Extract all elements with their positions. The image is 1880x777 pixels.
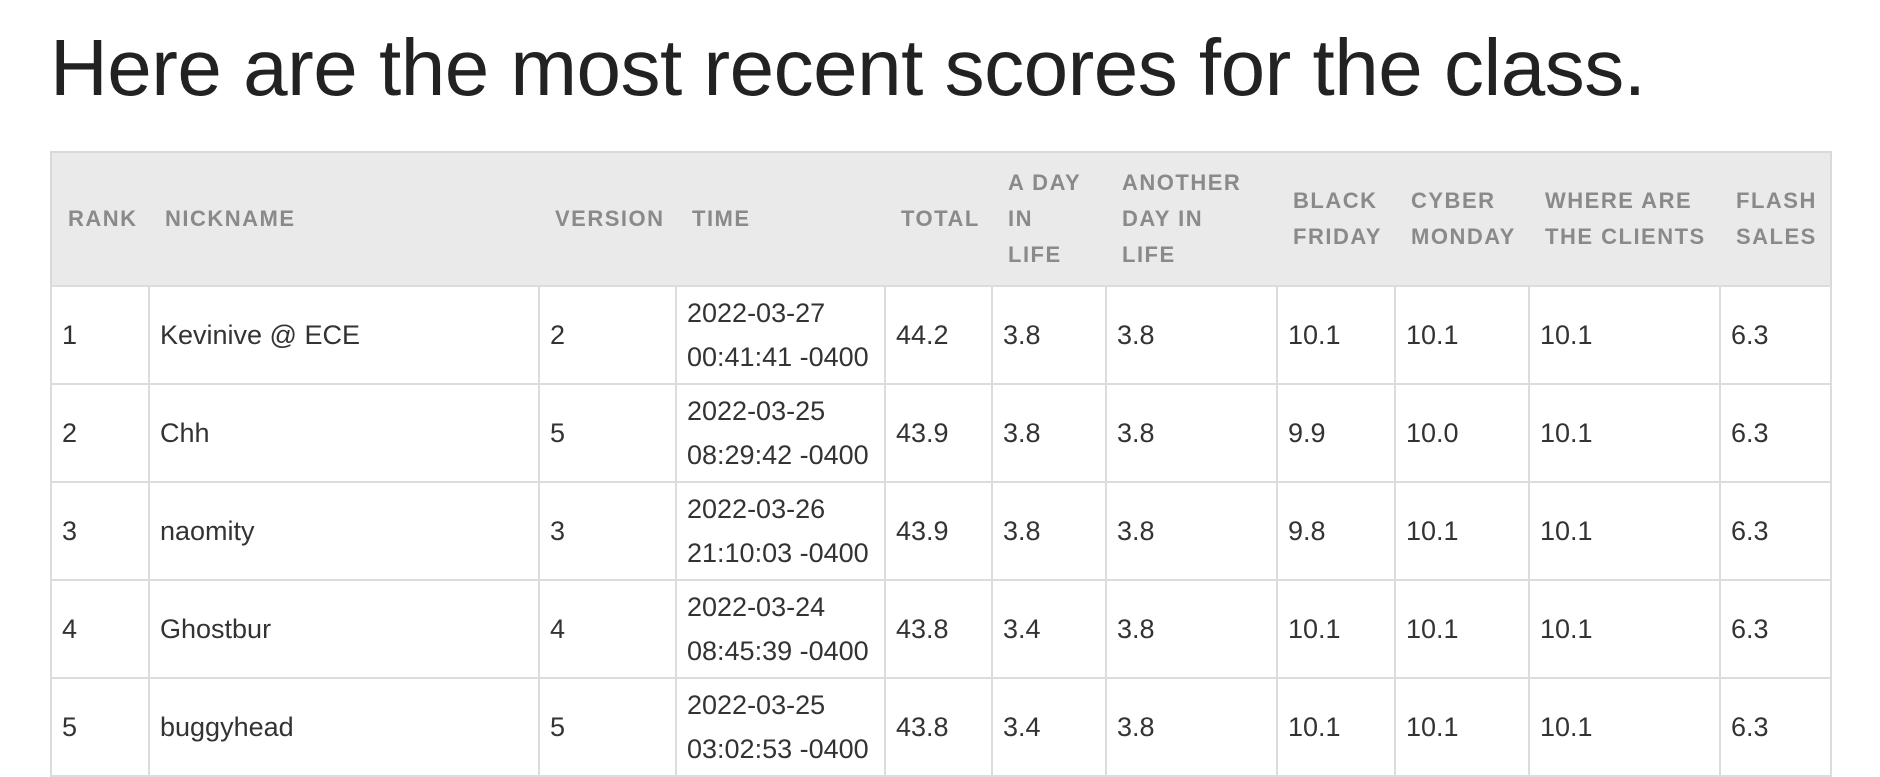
page: Here are the most recent scores for the …	[50, 23, 1832, 777]
column-header-flash-sales: FLASH SALES	[1720, 152, 1831, 286]
cell-black-friday: 10.1	[1276, 579, 1396, 679]
cell-version: 5	[538, 383, 677, 483]
cell-where-are-the-clients: 10.1	[1528, 383, 1721, 483]
cell-another-day-in-life: 3.8	[1105, 481, 1278, 581]
cell-time: 2022-03-25 08:29:42 -0400	[675, 383, 886, 483]
cell-another-day-in-life: 3.8	[1105, 383, 1278, 483]
cell-rank: 1	[50, 285, 150, 385]
cell-a-day-in-life: 3.8	[991, 285, 1107, 385]
cell-time-date: 2022-03-25	[687, 396, 826, 426]
cell-version: 3	[538, 481, 677, 581]
column-header-total: TOTAL	[885, 152, 992, 286]
cell-time-date: 2022-03-24	[687, 592, 826, 622]
cell-cyber-monday: 10.1	[1394, 579, 1530, 679]
table-header-row: RANK NICKNAME VERSION TIME TOTAL A DAY I…	[51, 152, 1831, 286]
cell-another-day-in-life: 3.8	[1105, 677, 1278, 777]
column-header-rank: RANK	[51, 152, 149, 286]
cell-black-friday: 9.9	[1276, 383, 1396, 483]
cell-nickname: buggyhead	[148, 677, 540, 777]
cell-a-day-in-life: 3.4	[991, 677, 1107, 777]
page-title: Here are the most recent scores for the …	[50, 23, 1646, 112]
cell-another-day-in-life: 3.8	[1105, 285, 1278, 385]
cell-black-friday: 10.1	[1276, 285, 1396, 385]
cell-time-clock: 08:45:39 -0400	[687, 636, 869, 666]
cell-total: 43.8	[884, 579, 993, 679]
cell-time-clock: 21:10:03 -0400	[687, 538, 869, 568]
cell-time-date: 2022-03-25	[687, 690, 826, 720]
cell-flash-sales: 6.3	[1719, 383, 1832, 483]
cell-black-friday: 9.8	[1276, 481, 1396, 581]
cell-time-date: 2022-03-27	[687, 298, 826, 328]
cell-black-friday: 10.1	[1276, 677, 1396, 777]
cell-cyber-monday: 10.0	[1394, 383, 1530, 483]
column-header-black-friday: BLACK FRIDAY	[1277, 152, 1395, 286]
cell-time: 2022-03-24 08:45:39 -0400	[675, 579, 886, 679]
column-header-nickname: NICKNAME	[149, 152, 539, 286]
cell-nickname: Ghostbur	[148, 579, 540, 679]
scores-table-container: RANK NICKNAME VERSION TIME TOTAL A DAY I…	[50, 151, 1832, 777]
column-header-where-are-the-clients: WHERE ARE THE CLIENTS	[1529, 152, 1720, 286]
table-row: 3 naomity 3 2022-03-26 21:10:03 -0400 43…	[50, 481, 1832, 581]
cell-time-clock: 00:41:41 -0400	[687, 342, 869, 372]
cell-rank: 4	[50, 579, 150, 679]
cell-a-day-in-life: 3.8	[991, 481, 1107, 581]
cell-time-clock: 03:02:53 -0400	[687, 734, 869, 764]
cell-flash-sales: 6.3	[1719, 285, 1832, 385]
scores-table: RANK NICKNAME VERSION TIME TOTAL A DAY I…	[50, 151, 1832, 777]
cell-a-day-in-life: 3.4	[991, 579, 1107, 679]
table-row: 2 Chh 5 2022-03-25 08:29:42 -0400 43.9 3…	[50, 383, 1832, 483]
table-row: 4 Ghostbur 4 2022-03-24 08:45:39 -0400 4…	[50, 579, 1832, 679]
cell-flash-sales: 6.3	[1719, 579, 1832, 679]
cell-a-day-in-life: 3.8	[991, 383, 1107, 483]
cell-time: 2022-03-26 21:10:03 -0400	[675, 481, 886, 581]
cell-time: 2022-03-27 00:41:41 -0400	[675, 285, 886, 385]
cell-nickname: Chh	[148, 383, 540, 483]
cell-version: 4	[538, 579, 677, 679]
cell-where-are-the-clients: 10.1	[1528, 285, 1721, 385]
cell-total: 43.8	[884, 677, 993, 777]
column-header-version: VERSION	[539, 152, 676, 286]
cell-nickname: Kevinive @ ECE	[148, 285, 540, 385]
cell-flash-sales: 6.3	[1719, 481, 1832, 581]
cell-total: 43.9	[884, 481, 993, 581]
cell-another-day-in-life: 3.8	[1105, 579, 1278, 679]
column-header-another-day-in-life: ANOTHER DAY IN LIFE	[1106, 152, 1277, 286]
cell-rank: 3	[50, 481, 150, 581]
cell-where-are-the-clients: 10.1	[1528, 481, 1721, 581]
cell-rank: 5	[50, 677, 150, 777]
cell-cyber-monday: 10.1	[1394, 285, 1530, 385]
table-row: 5 buggyhead 5 2022-03-25 03:02:53 -0400 …	[50, 677, 1832, 777]
cell-version: 5	[538, 677, 677, 777]
column-header-cyber-monday: CYBER MONDAY	[1395, 152, 1529, 286]
cell-where-are-the-clients: 10.1	[1528, 677, 1721, 777]
cell-flash-sales: 6.3	[1719, 677, 1832, 777]
cell-cyber-monday: 10.1	[1394, 481, 1530, 581]
cell-time-date: 2022-03-26	[687, 494, 826, 524]
cell-time: 2022-03-25 03:02:53 -0400	[675, 677, 886, 777]
column-header-a-day-in-life: A DAY IN LIFE	[992, 152, 1106, 286]
cell-rank: 2	[50, 383, 150, 483]
cell-where-are-the-clients: 10.1	[1528, 579, 1721, 679]
cell-cyber-monday: 10.1	[1394, 677, 1530, 777]
cell-nickname: naomity	[148, 481, 540, 581]
table-row: 1 Kevinive @ ECE 2 2022-03-27 00:41:41 -…	[50, 285, 1832, 385]
cell-total: 43.9	[884, 383, 993, 483]
cell-version: 2	[538, 285, 677, 385]
column-header-time: TIME	[676, 152, 885, 286]
cell-time-clock: 08:29:42 -0400	[687, 440, 869, 470]
cell-total: 44.2	[884, 285, 993, 385]
